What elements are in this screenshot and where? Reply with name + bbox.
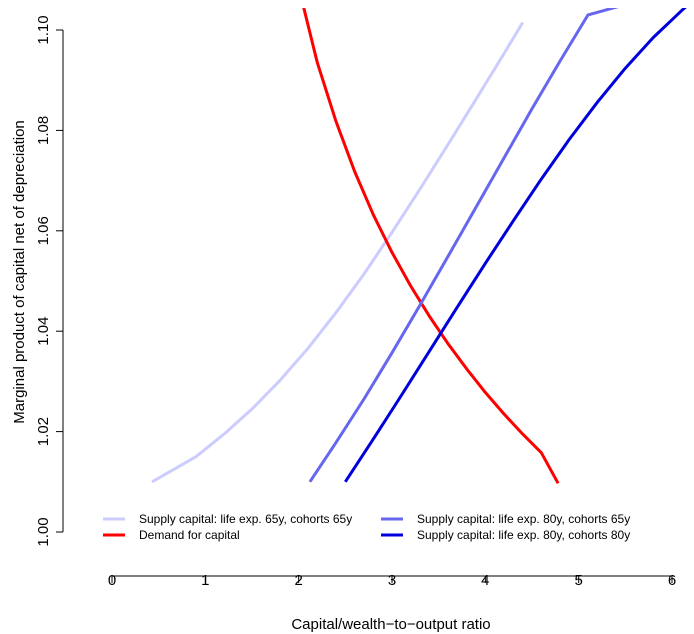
x-axis-title: Capital/wealth−to−output ratio: [291, 616, 490, 633]
x-tick-label: 4: [481, 572, 489, 589]
x-tick-label: 1: [201, 572, 209, 589]
y-tick-label: 1.00: [35, 517, 52, 546]
x-tick-label: 2: [294, 572, 302, 589]
x-tick-label: 3: [388, 572, 396, 589]
y-axis-title: Marginal product of capital net of depre…: [11, 120, 28, 424]
legend-label-3: Supply capital: life exp. 80y, cohorts 6…: [417, 512, 630, 526]
y-tick-label: 1.04: [35, 317, 52, 346]
series-line-1: [151, 21, 524, 484]
y-tick-label: 1.06: [35, 216, 52, 245]
y-axis: 1.00 1.02 1.04 1.06 1.08 1.10: [35, 15, 64, 547]
legend: Supply capital: life exp. 65y, cohorts 6…: [103, 512, 630, 542]
series-line-2: [302, 8, 560, 485]
x-axis: 0 1 2 3 4 5 6: [108, 572, 676, 589]
series-layer: [151, 8, 687, 485]
y-tick-label: 1.10: [35, 15, 52, 44]
y-tick-label: 1.02: [35, 417, 52, 446]
series-line-3: [308, 8, 619, 483]
x-tick-label: 0: [108, 572, 116, 589]
legend-label-2: Demand for capital: [139, 528, 240, 542]
x-tick-label: 5: [574, 572, 582, 589]
legend-label-4: Supply capital: life exp. 80y, cohorts 8…: [417, 528, 630, 542]
legend-label-1: Supply capital: life exp. 65y, cohorts 6…: [139, 512, 352, 526]
y-tick-label: 1.08: [35, 116, 52, 145]
x-tick-label: 6: [668, 572, 676, 589]
series-line-4: [344, 8, 687, 483]
